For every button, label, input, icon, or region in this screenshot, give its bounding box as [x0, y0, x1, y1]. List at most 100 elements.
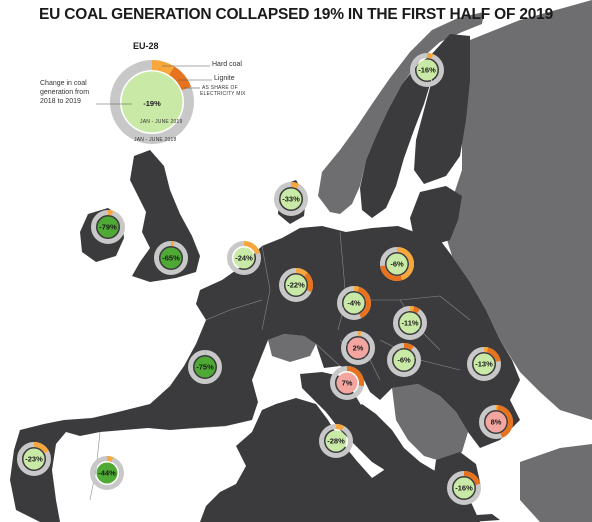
- country-markers: -16% -33% -79% -65% -24% -22% -6% -4% -11% 2% -6% 7…: [17, 53, 513, 505]
- legend-period-label: JAN - JUNE 2019: [140, 119, 183, 125]
- page-title: EU COAL GENERATION COLLAPSED 19% IN THE …: [38, 6, 554, 23]
- change-value-label: -22%: [287, 281, 305, 290]
- legend-period-label-2: JAN - JUNE 2018: [134, 137, 177, 143]
- change-fill-circle: [336, 372, 358, 394]
- turkey-land: [520, 444, 592, 522]
- country-donut-slovenia: 7%: [330, 366, 364, 400]
- country-donut-germany: -22%: [279, 268, 313, 302]
- change-value-label: 7%: [342, 379, 353, 388]
- country-donut-slovakia: -11%: [393, 306, 427, 340]
- change-fill-circle: [453, 477, 475, 499]
- country-donut-poland: -6%: [380, 247, 414, 281]
- legend-change-label-3: 2018 to 2019: [40, 98, 81, 105]
- sicily-land: [346, 476, 380, 496]
- balkans-land: [392, 384, 468, 462]
- eu28-donut: -19%: [110, 60, 194, 144]
- country-donut-spain: -44%: [90, 456, 124, 490]
- change-value-label: 8%: [491, 418, 502, 427]
- country-donut-portugal: -23%: [17, 442, 51, 476]
- switzerland-land: [268, 334, 316, 362]
- country-donut-united-kingdom: -65%: [154, 241, 188, 275]
- hard-coal-arc: [353, 286, 360, 292]
- lignite-arc: [463, 471, 481, 486]
- change-fill-circle: [194, 356, 216, 378]
- change-fill-circle: [325, 430, 347, 452]
- legend-share-label-2: ELECTRICITY MIX: [200, 91, 246, 97]
- hard-coal-arc: [335, 423, 345, 431]
- change-fill-circle: [96, 462, 118, 484]
- country-donut-netherlands: -24%: [227, 241, 261, 275]
- change-fill-circle: [23, 448, 45, 470]
- change-value-label: -16%: [418, 66, 436, 75]
- change-fill-circle: [280, 188, 302, 210]
- change-value-label: -19%: [143, 99, 161, 108]
- change-value-label: -13%: [475, 360, 493, 369]
- change-value-label: -11%: [401, 319, 418, 328]
- hard-coal-arc: [106, 456, 114, 462]
- change-fill-circle: [121, 71, 183, 133]
- hard-coal-arc: [107, 210, 114, 216]
- norway-land: [318, 12, 484, 214]
- change-fill-circle: [473, 353, 495, 375]
- change-fill-circle: [233, 247, 255, 269]
- hard-coal-arc: [33, 442, 49, 454]
- country-donut-bulgaria: 8%: [479, 405, 513, 439]
- change-value-label: -79%: [99, 223, 117, 232]
- change-fill-circle: [399, 312, 421, 334]
- legend-share-label-1: AS SHARE OF: [202, 85, 238, 91]
- sweden-land: [360, 56, 432, 218]
- change-value-label: -65%: [162, 254, 180, 263]
- change-value-label: -24%: [235, 254, 253, 263]
- hard-coal-arc: [243, 241, 261, 255]
- country-donut-finland: -16%: [410, 53, 444, 87]
- country-donut-ireland: -79%: [91, 210, 125, 244]
- change-value-label: -44%: [98, 469, 116, 478]
- lignite-arc: [346, 366, 364, 387]
- change-fill-circle: [347, 337, 369, 359]
- lignite-arc: [486, 347, 501, 362]
- country-donut-czechia: -4%: [337, 286, 371, 320]
- change-fill-circle: [393, 349, 415, 371]
- legend-leaders: [96, 65, 212, 105]
- lignite-arc: [497, 405, 513, 438]
- lignite-arc: [380, 265, 403, 281]
- country-donut-france: -75%: [188, 350, 222, 384]
- lignite-arc: [168, 66, 192, 91]
- change-fill-circle: [386, 253, 408, 275]
- country-donut-romania: -13%: [467, 347, 501, 381]
- country-donut-greece: -16%: [447, 471, 481, 505]
- country-donut-italy: -28%: [319, 423, 353, 458]
- change-fill-circle: [485, 411, 507, 433]
- legend-lignite-label: Lignite: [214, 75, 235, 82]
- lignite-arc: [304, 272, 313, 293]
- change-value-label: 2%: [353, 344, 364, 353]
- change-value-label: -28%: [327, 437, 345, 446]
- country-donut-austria: 2%: [341, 331, 375, 365]
- change-value-label: -16%: [455, 484, 473, 493]
- crete-land: [462, 514, 500, 522]
- country-donut-hungary: -6%: [387, 343, 421, 377]
- change-fill-circle: [160, 247, 182, 269]
- baltics-land: [410, 186, 462, 246]
- hard-coal-arc: [151, 60, 175, 76]
- change-value-label: -6%: [390, 260, 404, 269]
- change-value-label: -75%: [196, 363, 214, 372]
- legend-hard-coal-label: Hard coal: [212, 61, 242, 68]
- change-fill-circle: [285, 274, 307, 296]
- hard-coal-arc: [426, 53, 434, 59]
- sardinia-land: [282, 418, 300, 460]
- change-fill-circle: [97, 216, 119, 238]
- lignite-arc: [357, 286, 371, 319]
- lignite-arc: [403, 343, 414, 351]
- eu28-legend-donut: -19%: [110, 60, 194, 144]
- eastern-europe-land: [444, 0, 592, 420]
- hard-coal-arc: [295, 268, 308, 277]
- finland-land: [414, 34, 470, 184]
- lignite-arc: [412, 306, 420, 314]
- legend-change-label-2: generation from: [40, 89, 90, 96]
- change-fill-circle: [416, 59, 438, 81]
- legend-region-title: EU-28: [133, 41, 159, 51]
- hard-coal-arc: [396, 247, 414, 281]
